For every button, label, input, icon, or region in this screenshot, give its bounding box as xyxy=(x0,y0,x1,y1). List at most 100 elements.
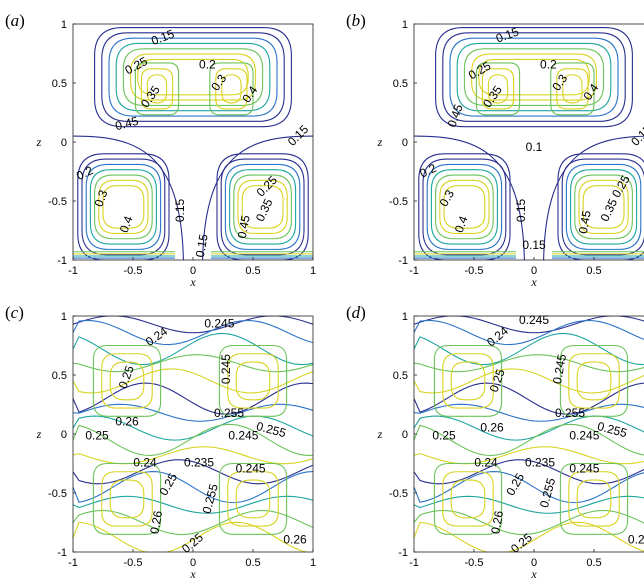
contour-line-band xyxy=(414,423,644,456)
contour-line-outer xyxy=(202,135,313,260)
contour-label: 0.24 xyxy=(133,456,157,470)
contour-line-band xyxy=(73,382,313,415)
contour-label: 0.245 xyxy=(228,429,258,443)
x-tick-label: 0.5 xyxy=(245,557,260,569)
contour-line-lobe xyxy=(209,62,254,116)
contour-line-bottom xyxy=(418,153,511,260)
contour-line-lobe xyxy=(568,353,620,409)
contour-line-top xyxy=(137,58,249,96)
contour-line-bottom xyxy=(430,169,498,245)
contour-line-bottom xyxy=(77,153,170,260)
contour-label: 0.235 xyxy=(525,456,555,470)
contour-line-lobe xyxy=(235,361,271,401)
panel-label: (a) xyxy=(5,11,25,30)
x-tick-label: -1 xyxy=(68,265,78,277)
contour-line-band xyxy=(73,354,313,373)
y-tick-label: -1 xyxy=(398,547,408,559)
contour-line-top xyxy=(101,32,285,122)
contour-line-top xyxy=(449,37,619,117)
x-axis-label: x xyxy=(530,275,537,289)
contour-line-band xyxy=(414,521,644,552)
y-axis-label: z xyxy=(377,135,383,149)
contour-line-band xyxy=(414,495,644,514)
contour-line-lobe xyxy=(481,68,515,110)
contour-label: 0.3 xyxy=(208,71,229,93)
contour-line-lobe xyxy=(450,361,486,401)
y-tick-label: 1 xyxy=(61,19,67,31)
contour-label: 0.4 xyxy=(117,214,136,235)
x-tick-label: -0.5 xyxy=(465,265,484,277)
y-axis-label: z xyxy=(36,427,42,441)
x-axis-label: x xyxy=(530,567,537,581)
contour-label: 0.24 xyxy=(474,456,498,470)
contour-label: 0.15 xyxy=(173,198,187,222)
contour-label: 0.245 xyxy=(550,353,569,385)
contour-line-bottom xyxy=(102,185,145,229)
x-tick-label: -0.5 xyxy=(124,557,143,569)
contour-label: 0.25 xyxy=(503,470,527,498)
contour-label: 0.25 xyxy=(254,173,281,200)
contour-label: 0.255 xyxy=(200,482,221,515)
y-tick-label: 0 xyxy=(402,429,408,441)
contour-line-band xyxy=(414,382,644,415)
contour-label: 0.15 xyxy=(285,122,312,149)
contour-line-lobe xyxy=(227,471,279,527)
contour-line-lobe xyxy=(433,462,503,535)
contour-line-band xyxy=(73,319,313,346)
contour-line-lobe xyxy=(101,471,153,527)
contour-label: 0.35 xyxy=(480,83,505,110)
contour-line-lobe xyxy=(550,62,595,116)
x-tick-label: 0.5 xyxy=(245,265,260,277)
panel-b: -1-1-0.5-0.5000.50.511xz(b)0.150.20.250.… xyxy=(346,11,644,289)
contour-line-bottom xyxy=(89,169,157,245)
y-tick-label: -0.5 xyxy=(389,488,408,500)
x-axis-label: x xyxy=(189,275,196,289)
contour-line-bottom xyxy=(98,179,149,234)
contour-line-bottom xyxy=(439,179,490,234)
x-tick-label: -0.5 xyxy=(124,265,143,277)
contour-line-band xyxy=(73,521,309,552)
panel-label: (c) xyxy=(5,303,24,322)
contour-line-bottom xyxy=(224,163,301,250)
contour-label: 0.45 xyxy=(114,114,140,134)
contour-lines xyxy=(73,26,313,260)
contour-line-band xyxy=(414,316,644,334)
contour-label: 0.26 xyxy=(283,532,307,546)
y-tick-label: -1 xyxy=(398,255,408,267)
contour-label: 0.26 xyxy=(628,532,644,546)
contour-label: 0.235 xyxy=(184,456,214,470)
contour-line-band xyxy=(73,316,313,334)
x-tick-label: 0 xyxy=(190,557,196,569)
contour-line-lobe xyxy=(92,344,162,417)
contour-label: 0.45 xyxy=(445,102,466,129)
panel-a: -1-1-0.5-0.5000.50.511xz(a)0.150.20.250.… xyxy=(5,11,316,289)
contour-line-lobe xyxy=(109,361,145,401)
contour-line-lobe xyxy=(442,353,494,409)
contour-label: 0.45 xyxy=(576,209,594,235)
contour-line-band xyxy=(414,354,644,373)
contour-label: 0.255 xyxy=(537,476,558,509)
x-tick-label: -1 xyxy=(409,265,419,277)
contour-line-lobe xyxy=(442,471,494,527)
contour-label: 0.15 xyxy=(514,198,528,222)
contour-label: 0.245 xyxy=(519,313,549,327)
contour-label: 0.25 xyxy=(432,429,456,443)
panel-c: -1-1 -0.5 -0.5 0 0 0.5 0.5 1 1 x z (c) 0.245 0.24 0.24… xyxy=(5,303,316,581)
panel-label: (d) xyxy=(346,303,366,322)
contour-line-top xyxy=(94,26,292,128)
contour-line-lobe xyxy=(134,62,180,116)
contour-line-bottom xyxy=(570,169,638,245)
y-tick-label: -1 xyxy=(57,255,67,267)
contour-label: 0.2 xyxy=(199,57,216,71)
contour-line-top xyxy=(442,32,626,122)
contour-label: 0.245 xyxy=(204,316,234,330)
x-axis-label: x xyxy=(189,567,196,581)
contour-line-bottom xyxy=(216,153,309,260)
x-tick-label: 0.5 xyxy=(586,557,601,569)
contour-line-lobe xyxy=(568,471,620,527)
contour-label: 0.245 xyxy=(219,354,233,384)
contour-line-lobe xyxy=(218,344,288,417)
contour-line-top xyxy=(122,48,264,106)
contour-line-top xyxy=(471,53,597,101)
